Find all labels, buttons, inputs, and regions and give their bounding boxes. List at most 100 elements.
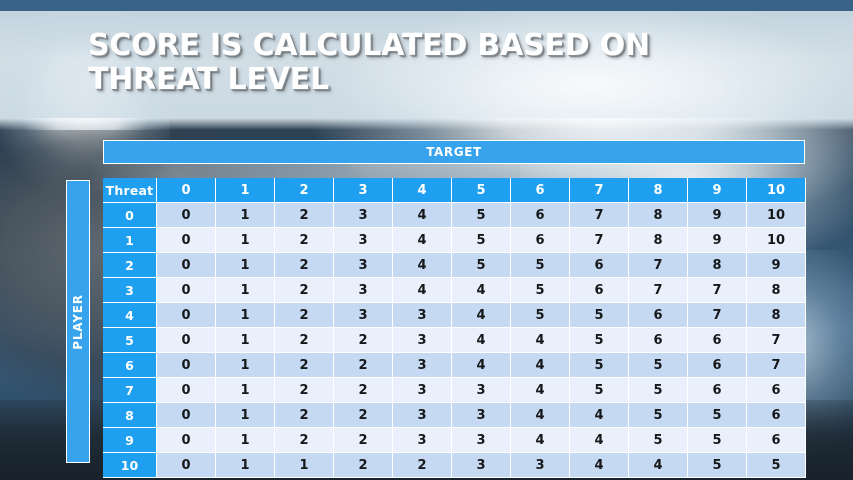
matrix-cell-4-5: 4 (452, 303, 511, 328)
matrix-cell-0-4: 4 (393, 203, 452, 228)
matrix-row: 1 0 1 2 3 4 5 6 7 8 9 10 (103, 228, 806, 253)
matrix-cell-10-3: 2 (334, 453, 393, 478)
matrix-cell-1-5: 5 (452, 228, 511, 253)
matrix-row-header-1: 1 (103, 228, 157, 253)
matrix-cell-0-5: 5 (452, 203, 511, 228)
matrix-row: 0 0 1 2 3 4 5 6 7 8 9 10 (103, 203, 806, 228)
matrix-cell-5-8: 6 (629, 328, 688, 353)
matrix-cell-2-4: 4 (393, 253, 452, 278)
matrix-cell-9-4: 3 (393, 428, 452, 453)
matrix-cell-2-6: 5 (511, 253, 570, 278)
matrix-cell-0-7: 7 (570, 203, 629, 228)
matrix-cell-2-0: 0 (157, 253, 216, 278)
matrix-cell-10-8: 4 (629, 453, 688, 478)
matrix-cell-8-4: 3 (393, 403, 452, 428)
matrix-cell-1-7: 7 (570, 228, 629, 253)
matrix-cell-4-8: 6 (629, 303, 688, 328)
matrix-cell-9-6: 4 (511, 428, 570, 453)
matrix-cell-9-9: 5 (688, 428, 747, 453)
matrix-cell-1-10: 10 (747, 228, 806, 253)
matrix-cell-2-3: 3 (334, 253, 393, 278)
matrix-cell-9-3: 2 (334, 428, 393, 453)
player-axis-label: PLAYER (71, 293, 86, 350)
matrix-cell-6-2: 2 (275, 353, 334, 378)
matrix-row-header-8: 8 (103, 403, 157, 428)
matrix-cell-7-4: 3 (393, 378, 452, 403)
matrix-cell-1-6: 6 (511, 228, 570, 253)
matrix-cell-4-3: 3 (334, 303, 393, 328)
matrix-cell-9-5: 3 (452, 428, 511, 453)
matrix-cell-4-7: 5 (570, 303, 629, 328)
matrix-cell-3-2: 2 (275, 278, 334, 303)
matrix-cell-6-3: 2 (334, 353, 393, 378)
matrix-row-header-3: 3 (103, 278, 157, 303)
matrix-row-header-6: 6 (103, 353, 157, 378)
matrix-row-header-4: 4 (103, 303, 157, 328)
matrix-cell-3-5: 4 (452, 278, 511, 303)
matrix-cell-0-8: 8 (629, 203, 688, 228)
matrix-cell-7-6: 4 (511, 378, 570, 403)
matrix-cell-8-2: 2 (275, 403, 334, 428)
matrix-cell-3-9: 7 (688, 278, 747, 303)
matrix-cell-7-10: 6 (747, 378, 806, 403)
matrix-cell-6-0: 0 (157, 353, 216, 378)
matrix-cell-4-9: 7 (688, 303, 747, 328)
matrix-cell-5-6: 4 (511, 328, 570, 353)
matrix-col-header-2: 2 (275, 178, 334, 203)
matrix-cell-2-5: 5 (452, 253, 511, 278)
matrix-cell-6-9: 6 (688, 353, 747, 378)
matrix-cell-10-0: 0 (157, 453, 216, 478)
matrix-cell-3-4: 4 (393, 278, 452, 303)
matrix-cell-0-0: 0 (157, 203, 216, 228)
matrix-cell-3-0: 0 (157, 278, 216, 303)
matrix-cell-9-10: 6 (747, 428, 806, 453)
matrix-cell-2-8: 7 (629, 253, 688, 278)
matrix-cell-3-10: 8 (747, 278, 806, 303)
matrix-cell-1-4: 4 (393, 228, 452, 253)
matrix-cell-2-10: 9 (747, 253, 806, 278)
matrix-cell-7-9: 6 (688, 378, 747, 403)
matrix-cell-5-7: 5 (570, 328, 629, 353)
matrix-cell-9-1: 1 (216, 428, 275, 453)
matrix-cell-5-4: 3 (393, 328, 452, 353)
matrix-cell-0-3: 3 (334, 203, 393, 228)
matrix-cell-1-9: 9 (688, 228, 747, 253)
matrix-row-header-7: 7 (103, 378, 157, 403)
matrix-col-header-0: 0 (157, 178, 216, 203)
matrix-cell-4-2: 2 (275, 303, 334, 328)
matrix-row-header-5: 5 (103, 328, 157, 353)
matrix-cell-8-6: 4 (511, 403, 570, 428)
matrix-cell-10-5: 3 (452, 453, 511, 478)
matrix-cell-10-2: 1 (275, 453, 334, 478)
matrix-cell-0-10: 10 (747, 203, 806, 228)
matrix-cell-6-4: 3 (393, 353, 452, 378)
player-axis-banner: PLAYER (66, 180, 90, 463)
matrix-cell-3-6: 5 (511, 278, 570, 303)
matrix-cell-1-8: 8 (629, 228, 688, 253)
matrix-cell-7-8: 5 (629, 378, 688, 403)
matrix-col-header-9: 9 (688, 178, 747, 203)
matrix-cell-10-9: 5 (688, 453, 747, 478)
matrix-cell-0-1: 1 (216, 203, 275, 228)
matrix-cell-9-8: 5 (629, 428, 688, 453)
matrix-cell-4-0: 0 (157, 303, 216, 328)
matrix-cell-5-0: 0 (157, 328, 216, 353)
matrix-cell-5-2: 2 (275, 328, 334, 353)
matrix-row-header-2: 2 (103, 253, 157, 278)
matrix-cell-5-9: 6 (688, 328, 747, 353)
matrix-col-header-8: 8 (629, 178, 688, 203)
matrix-col-header-3: 3 (334, 178, 393, 203)
matrix-cell-8-3: 2 (334, 403, 393, 428)
matrix-cell-2-9: 8 (688, 253, 747, 278)
matrix-cell-1-3: 3 (334, 228, 393, 253)
score-matrix-table: Threat 0 1 2 3 4 5 6 7 8 9 10 0 0 1 2 3 4 5 6 7 8 9 10 1 0 1 2 3 4 5… (103, 178, 806, 478)
matrix-col-header-6: 6 (511, 178, 570, 203)
matrix-cell-7-5: 3 (452, 378, 511, 403)
matrix-col-header-4: 4 (393, 178, 452, 203)
